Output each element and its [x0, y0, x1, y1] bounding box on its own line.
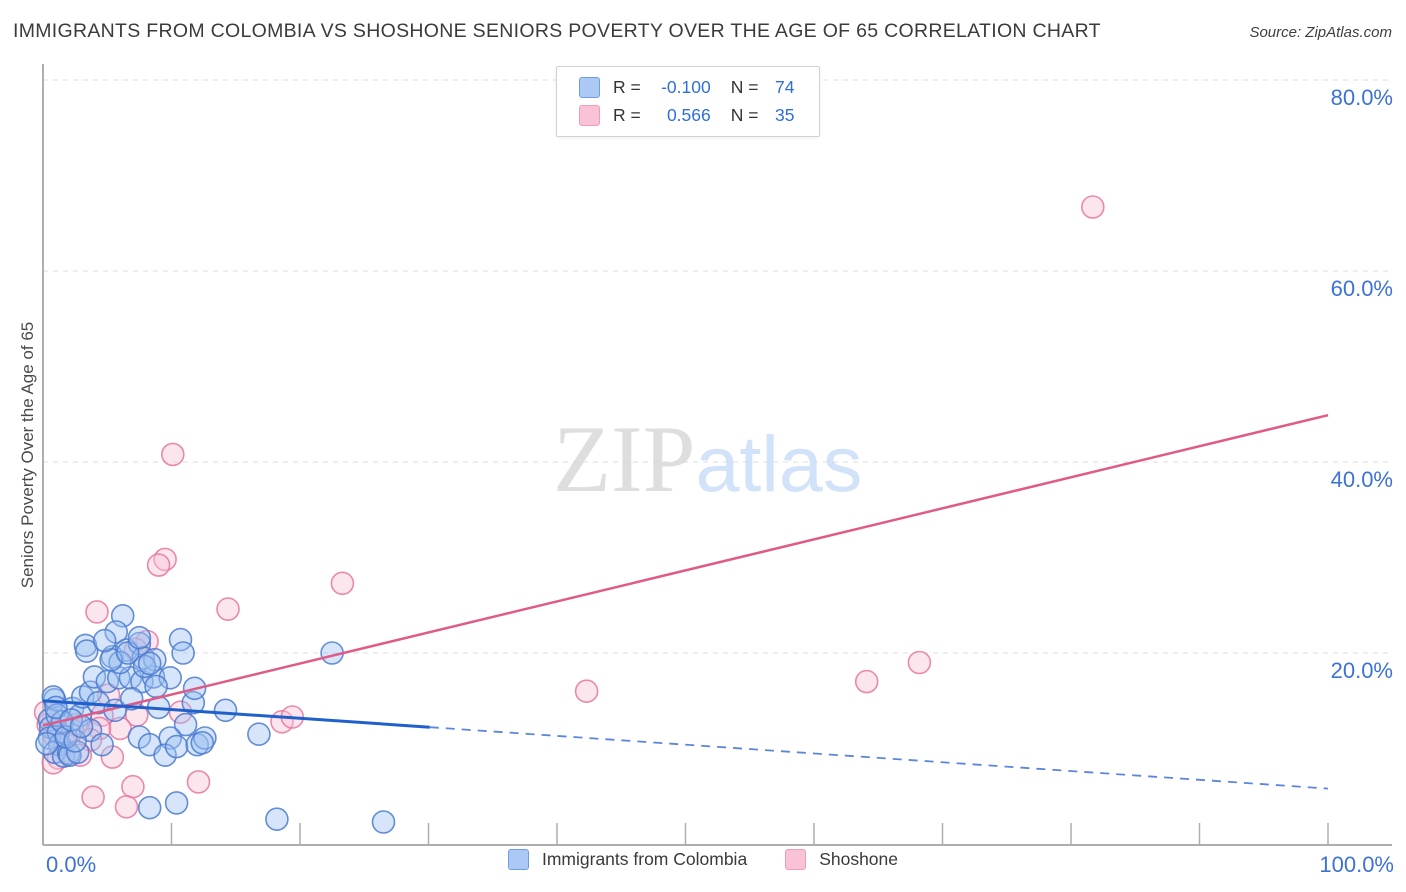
- data-point-colombia: [265, 807, 289, 832]
- data-point-shoshone: [85, 600, 109, 624]
- data-point-shoshone: [186, 770, 211, 794]
- data-point-shoshone: [108, 716, 132, 741]
- legend-item-colombia: Immigrants from Colombia: [507, 849, 748, 870]
- correlation-legend-row-colombia: R = -0.100 N = 74: [579, 75, 807, 100]
- data-point-colombia: [74, 639, 99, 663]
- data-point-colombia: [158, 665, 182, 690]
- data-point-shoshone: [1081, 195, 1105, 219]
- x-max-label: 100.0%: [1319, 852, 1394, 877]
- n-label: N =: [730, 105, 759, 125]
- data-point-colombia: [213, 698, 238, 723]
- data-point-shoshone: [907, 650, 932, 675]
- source-attribution: Source: ZipAtlas.com: [1249, 24, 1392, 41]
- n-value-colombia: 74: [775, 77, 795, 97]
- data-point-colombia: [137, 795, 162, 820]
- legend-item-shoshone: Shoshone: [785, 849, 898, 870]
- y-tick-label: 80.0%: [1331, 85, 1393, 110]
- data-point-shoshone: [854, 669, 879, 694]
- y-tick-label: 60.0%: [1331, 276, 1393, 301]
- data-point-shoshone: [161, 442, 185, 467]
- colombia-swatch-icon: [579, 77, 600, 98]
- shoshone-swatch-icon: [785, 849, 807, 870]
- n-label: N =: [730, 77, 759, 97]
- zipatlas-watermark: ZIPatlas: [553, 406, 862, 512]
- r-value-colombia: -0.100: [661, 77, 711, 97]
- data-point-colombia: [371, 810, 396, 834]
- data-point-shoshone: [114, 794, 139, 819]
- data-point-colombia: [137, 651, 162, 676]
- r-label: R =: [613, 105, 641, 125]
- r-value-shoshone: 0.566: [666, 105, 711, 125]
- colombia-trendline-dashed: [429, 726, 1329, 790]
- data-point-shoshone: [81, 785, 105, 810]
- page-title: IMMIGRANTS FROM COLOMBIA VS SHOSHONE SEN…: [13, 20, 1101, 42]
- data-point-colombia: [108, 650, 132, 675]
- x-min-label: 0.0%: [46, 852, 96, 877]
- watermark-zip: ZIP: [553, 406, 696, 512]
- correlation-legend: R = -0.100 N = 74 R = 0.566 N = 35: [556, 66, 820, 137]
- data-point-shoshone: [330, 571, 355, 596]
- data-point-colombia: [190, 730, 215, 755]
- legend-label-shoshone: Shoshone: [819, 849, 899, 869]
- data-point-colombia: [164, 734, 189, 759]
- data-point-colombia: [127, 625, 152, 650]
- y-tick-label: 20.0%: [1331, 658, 1393, 683]
- data-point-colombia: [171, 641, 195, 665]
- data-point-shoshone: [574, 679, 599, 704]
- colombia-trendline-solid: [42, 699, 430, 729]
- data-point-shoshone: [121, 774, 145, 799]
- watermark-atlas: atlas: [696, 419, 863, 508]
- data-point-colombia: [247, 722, 271, 747]
- shoshone-trendline: [42, 413, 1329, 727]
- data-point-colombia: [92, 628, 117, 653]
- data-point-colombia: [144, 674, 168, 699]
- series-legend: Immigrants from Colombia Shoshone: [0, 849, 1406, 870]
- data-point-shoshone: [146, 553, 171, 577]
- data-point-colombia: [173, 712, 198, 737]
- data-point-colombia: [82, 665, 107, 689]
- data-point-shoshone: [216, 597, 240, 621]
- data-point-colombia: [164, 791, 189, 815]
- colombia-swatch-icon: [507, 849, 529, 870]
- legend-label-colombia: Immigrants from Colombia: [541, 849, 748, 869]
- r-label: R =: [613, 77, 641, 97]
- correlation-legend-row-shoshone: R = 0.566 N = 35: [579, 103, 807, 128]
- y-tick-label: 40.0%: [1331, 467, 1393, 492]
- n-value-shoshone: 35: [775, 105, 795, 125]
- shoshone-swatch-icon: [579, 105, 600, 126]
- data-point-colombia: [90, 732, 114, 757]
